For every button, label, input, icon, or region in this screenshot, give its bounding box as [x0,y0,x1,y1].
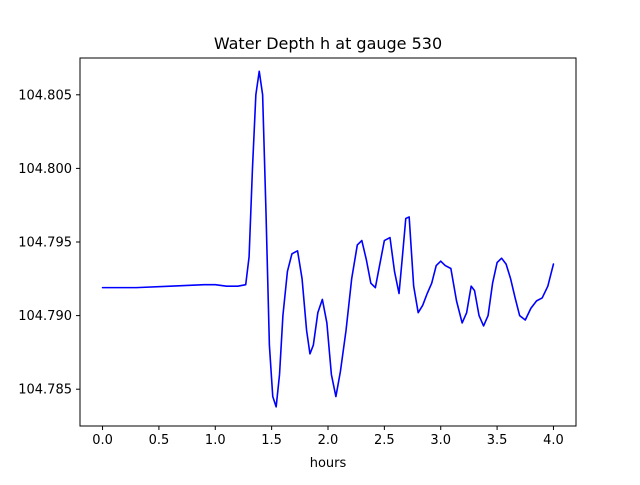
series-line-0 [101,70,555,408]
x-tick-label: 4.0 [543,433,564,448]
y-tick-label: 104.805 [18,88,72,103]
y-tick-label: 104.790 [18,309,72,324]
x-tick-label: 2.5 [374,433,395,448]
plot-area: 0.0 0.5 1.0 1.5 2.0 2.5 3.0 3.5 4.0 104.785 104.79… [18,57,577,448]
x-tick-label: 3.5 [487,433,508,448]
x-axis-label: hours [310,456,347,471]
y-tick-label: 104.795 [18,236,72,251]
x-tick-label: 1.5 [261,433,282,448]
chart-title: Water Depth h at gauge 530 [214,34,442,53]
x-tick-label: 0.5 [149,433,170,448]
y-tick-label: 104.785 [18,383,72,398]
x-tick-label: 0.0 [92,433,113,448]
x-tick-label: 3.0 [430,433,451,448]
x-tick-label: 1.0 [205,433,226,448]
x-tick-label: 2.0 [318,433,339,448]
y-tick-label: 104.800 [18,162,72,177]
